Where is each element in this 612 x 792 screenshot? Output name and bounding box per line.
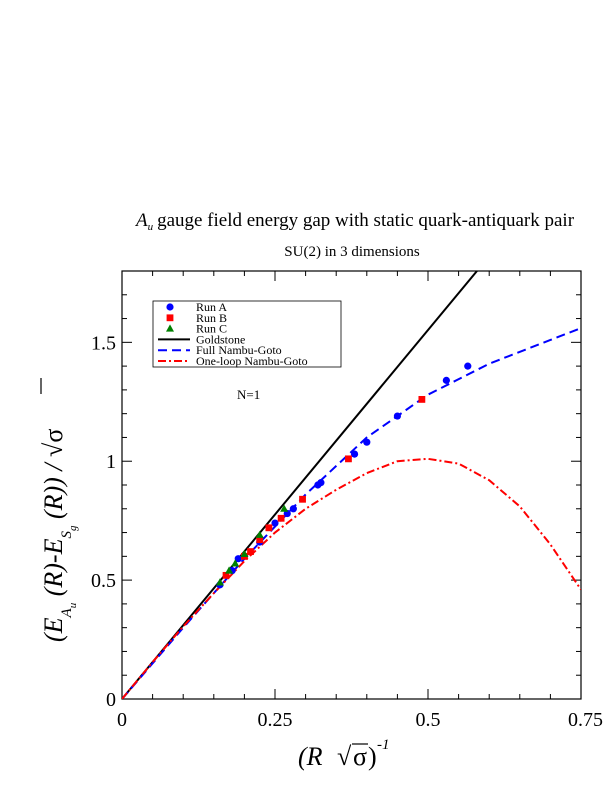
data-point-run-a xyxy=(442,376,450,384)
legend-box xyxy=(152,300,342,368)
x-label-close: ) xyxy=(368,742,377,771)
chart-subtitle: SU(2) in 3 dimensions xyxy=(284,244,420,260)
x-tick-label: 0 xyxy=(117,709,127,731)
y-label-sigma: σ xyxy=(39,429,68,443)
chart-title: Au gauge field energy gap with static qua… xyxy=(134,210,575,233)
y-tick-label: 1 xyxy=(106,451,116,473)
data-point-run-a xyxy=(464,362,472,370)
title-symbol-subscript: u xyxy=(148,221,154,233)
data-point-run-b xyxy=(222,571,230,579)
y-tick-label: 0.5 xyxy=(91,570,116,592)
x-tick-label: 0.5 xyxy=(416,709,441,731)
legend-label-run-c: Run C xyxy=(196,322,227,336)
y-label-sub-u: u xyxy=(67,602,79,608)
y-label-mid: (R)-E xyxy=(39,538,68,602)
data-point-run-b xyxy=(247,548,254,555)
data-point-run-b xyxy=(277,514,285,522)
data-point-run-c xyxy=(215,578,224,586)
legend-label-goldstone: Goldstone xyxy=(196,332,245,346)
y-label-end: (R)) / xyxy=(39,457,68,526)
x-label-exponent: -1 xyxy=(377,737,390,753)
data-point-run-a xyxy=(317,479,325,487)
y-label-sub-a: A xyxy=(59,607,75,618)
axis-ticks xyxy=(121,270,582,700)
title-symbol: A xyxy=(134,210,148,231)
title-text: gauge field energy gap with static quark… xyxy=(157,210,575,231)
axis-tick-labels: 0 0.25 0.5 0.75 0 0.5 1 1.5 xyxy=(91,332,603,731)
data-point-run-a xyxy=(393,412,401,420)
x-tick-label: 0.75 xyxy=(568,709,603,731)
y-label-open: (E xyxy=(39,617,68,642)
x-label-open: (R xyxy=(298,742,323,771)
plot-curves xyxy=(122,271,581,699)
data-point-run-b xyxy=(418,396,426,403)
data-point-run-b xyxy=(345,455,352,463)
y-tick-label: 0 xyxy=(106,689,116,711)
legend-marker-run-a xyxy=(166,303,174,311)
annotation-n: N=1 xyxy=(237,387,260,402)
data-point-run-b xyxy=(256,536,264,544)
data-point-run-a xyxy=(271,519,279,527)
data-point-run-c xyxy=(255,530,264,538)
data-point-run-a xyxy=(350,450,359,458)
y-tick-label: 1.5 xyxy=(91,332,116,354)
y-label-sub-s: S xyxy=(59,531,75,539)
data-point-run-c xyxy=(240,549,249,557)
data-point-run-c xyxy=(231,559,240,567)
x-tick-label: 0.25 xyxy=(258,709,293,731)
legend-marker-run-c xyxy=(166,324,174,332)
x-axis-label: (R √ σ ) -1 xyxy=(298,737,390,771)
x-label-sigma: σ xyxy=(353,742,367,771)
legend-marker-run-b xyxy=(166,314,174,322)
x-label-sqrt: √ xyxy=(337,742,352,771)
series-line-full-nambu-goto xyxy=(122,327,581,699)
series-line-one-loop-nambu-goto xyxy=(122,457,581,699)
data-point-run-a xyxy=(363,438,371,446)
y-label-sub-g: g xyxy=(67,525,79,531)
data-point-run-b xyxy=(265,524,273,532)
legend-label-one-loop-nambu-goto: One-loop Nambu-Goto xyxy=(196,354,308,368)
y-label-sqrt: √ xyxy=(39,442,68,457)
data-point-run-c xyxy=(280,504,289,512)
data-point-run-a xyxy=(289,505,297,513)
data-point-run-a xyxy=(234,555,242,563)
legend-label-full-nambu-goto: Full Nambu-Goto xyxy=(196,343,282,357)
plot-points xyxy=(215,362,472,589)
svg-text:(EAu (R)-ESg (R)) / √σ: (EAu (R)-ESg (R)) / √σ xyxy=(39,429,79,642)
data-point-run-b xyxy=(299,495,306,503)
legend-label-run-b: Run B xyxy=(196,311,227,325)
data-point-run-c xyxy=(225,566,234,574)
y-axis-label: (EAu (R)-ESg (R)) / √σ xyxy=(39,378,79,642)
legend-label-run-a: Run A xyxy=(196,300,227,314)
